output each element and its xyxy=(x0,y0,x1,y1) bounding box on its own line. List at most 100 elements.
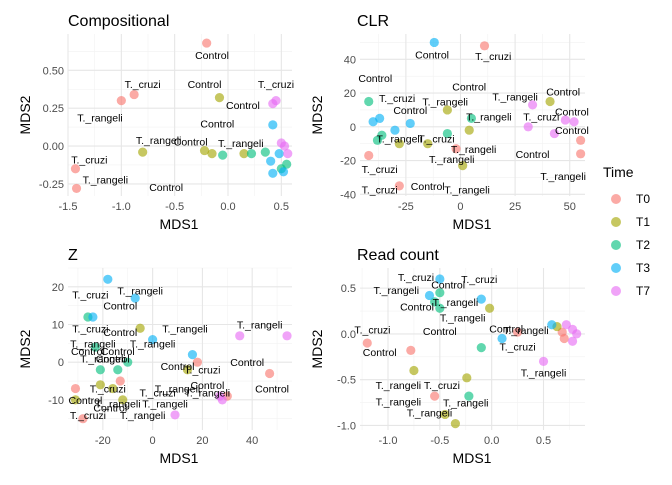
point-label: T._cruzi xyxy=(72,323,108,335)
x-axis-label: MDS1 xyxy=(453,216,492,232)
data-point xyxy=(108,383,118,394)
x-tick-label: 50 xyxy=(564,201,576,213)
y-tick-label: 20 xyxy=(52,282,64,294)
point-label: T._cruzi xyxy=(354,324,390,336)
data-point xyxy=(442,105,452,115)
data-point xyxy=(430,391,440,401)
y-tick-label: -10 xyxy=(48,395,64,407)
data-point xyxy=(268,168,278,178)
y-axis-label: MDS2 xyxy=(309,95,325,134)
panel-title: CLR xyxy=(357,13,389,30)
point-label: T._rangeli xyxy=(218,138,264,150)
point-label: Control xyxy=(411,181,445,193)
y-tick-label: -1.0 xyxy=(337,420,356,432)
legend-label: T1 xyxy=(636,215,650,229)
y-tick-label: 0.0 xyxy=(341,329,356,341)
point-label: Control xyxy=(431,279,465,291)
point-label: T._cruzi xyxy=(418,134,454,146)
data-point xyxy=(138,147,148,157)
y-tick-label: -0.25 xyxy=(39,179,64,191)
x-tick-label: -1.0 xyxy=(379,435,398,447)
point-label: T._rangeli xyxy=(77,112,123,124)
point-label: Control xyxy=(96,353,130,365)
point-label: T._cruzi xyxy=(71,155,107,167)
point-label: Control xyxy=(555,107,589,119)
x-tick-label: 0.5 xyxy=(536,435,551,447)
data-point xyxy=(95,365,105,375)
point-label: T._rangeli xyxy=(407,408,453,420)
point-label: T._cruzi xyxy=(398,272,434,284)
point-label: T._rangeli xyxy=(422,97,468,109)
point-label: Control xyxy=(358,73,392,85)
data-point xyxy=(78,414,88,424)
point-label: T._cruzi xyxy=(424,380,460,392)
x-tick-label: 25 xyxy=(509,201,521,213)
point-label: Control xyxy=(103,327,137,339)
y-axis-label: MDS2 xyxy=(309,329,325,368)
data-point xyxy=(71,183,82,194)
point-label: Control xyxy=(230,357,264,369)
data-point xyxy=(523,122,533,132)
data-point xyxy=(435,274,445,284)
data-point xyxy=(527,100,538,110)
data-point xyxy=(135,323,145,333)
data-point xyxy=(572,329,582,339)
panel-title: Compositional xyxy=(68,13,169,30)
data-point xyxy=(440,409,450,420)
point-label: Control xyxy=(195,50,229,62)
point-label: T._rangeli xyxy=(503,325,549,337)
legend-item: T1 xyxy=(611,215,650,229)
data-point xyxy=(362,338,372,348)
y-tick-label: 0 xyxy=(58,357,64,369)
y-tick-label: 40 xyxy=(344,54,356,66)
data-point xyxy=(559,333,569,344)
data-point xyxy=(442,128,452,139)
legend: Time T0 T1 T2 T3 T7 xyxy=(603,164,650,298)
point-label: T._rangeli xyxy=(376,397,422,409)
data-point xyxy=(271,96,281,106)
data-point xyxy=(129,89,139,100)
x-axis-label: MDS1 xyxy=(160,216,199,232)
x-tick-label: -1.0 xyxy=(112,201,131,213)
point-label: T._cruzi xyxy=(70,410,106,422)
point-label: Control xyxy=(190,380,224,392)
x-tick-label: -20 xyxy=(95,435,111,447)
panel-3: -1.0 -0.5 0.0 0.5 -1.0 -0.5 0.0 0.5 Read count MD… xyxy=(309,247,585,466)
data-point xyxy=(90,342,100,352)
point-label: T._rangeli xyxy=(162,323,208,335)
point-label: Control xyxy=(103,301,137,313)
x-tick-label: 0 xyxy=(457,201,463,213)
point-label: T._rangeli xyxy=(443,398,489,410)
y-tick-label: 20 xyxy=(344,88,356,100)
x-axis-label: MDS1 xyxy=(160,450,199,466)
point-label: Control xyxy=(546,86,580,98)
data-point xyxy=(70,395,81,405)
y-tick-label: 0.25 xyxy=(43,103,64,115)
data-point xyxy=(95,380,105,390)
point-label: Control xyxy=(188,79,222,91)
legend-item: T0 xyxy=(611,192,650,206)
x-tick-label: 0 xyxy=(150,435,156,447)
x-tick-label: -0.5 xyxy=(430,435,449,447)
legend-item: T2 xyxy=(611,238,650,252)
point-label: Control xyxy=(400,301,434,313)
point-label: Control xyxy=(93,402,127,414)
data-point xyxy=(466,113,477,123)
point-label: T._rangeli xyxy=(80,353,126,365)
point-label: T._rangeli xyxy=(120,410,166,422)
point-label: T._cruzi xyxy=(362,184,398,196)
point-label: T._cruzi xyxy=(475,51,511,63)
data-point xyxy=(479,41,490,51)
point-label: T._rangeli xyxy=(466,112,512,124)
legend-key xyxy=(611,240,621,250)
data-point xyxy=(423,139,433,149)
data-point xyxy=(545,96,555,107)
panel-2: -20 0 20 40-1001020ZMDS1MDS2T._rangeliT._cr… xyxy=(17,247,292,466)
y-tick-label: 0.50 xyxy=(43,65,64,77)
data-point xyxy=(192,357,203,367)
data-point xyxy=(406,345,416,355)
point-label: Control xyxy=(516,149,550,161)
data-point xyxy=(207,149,217,159)
